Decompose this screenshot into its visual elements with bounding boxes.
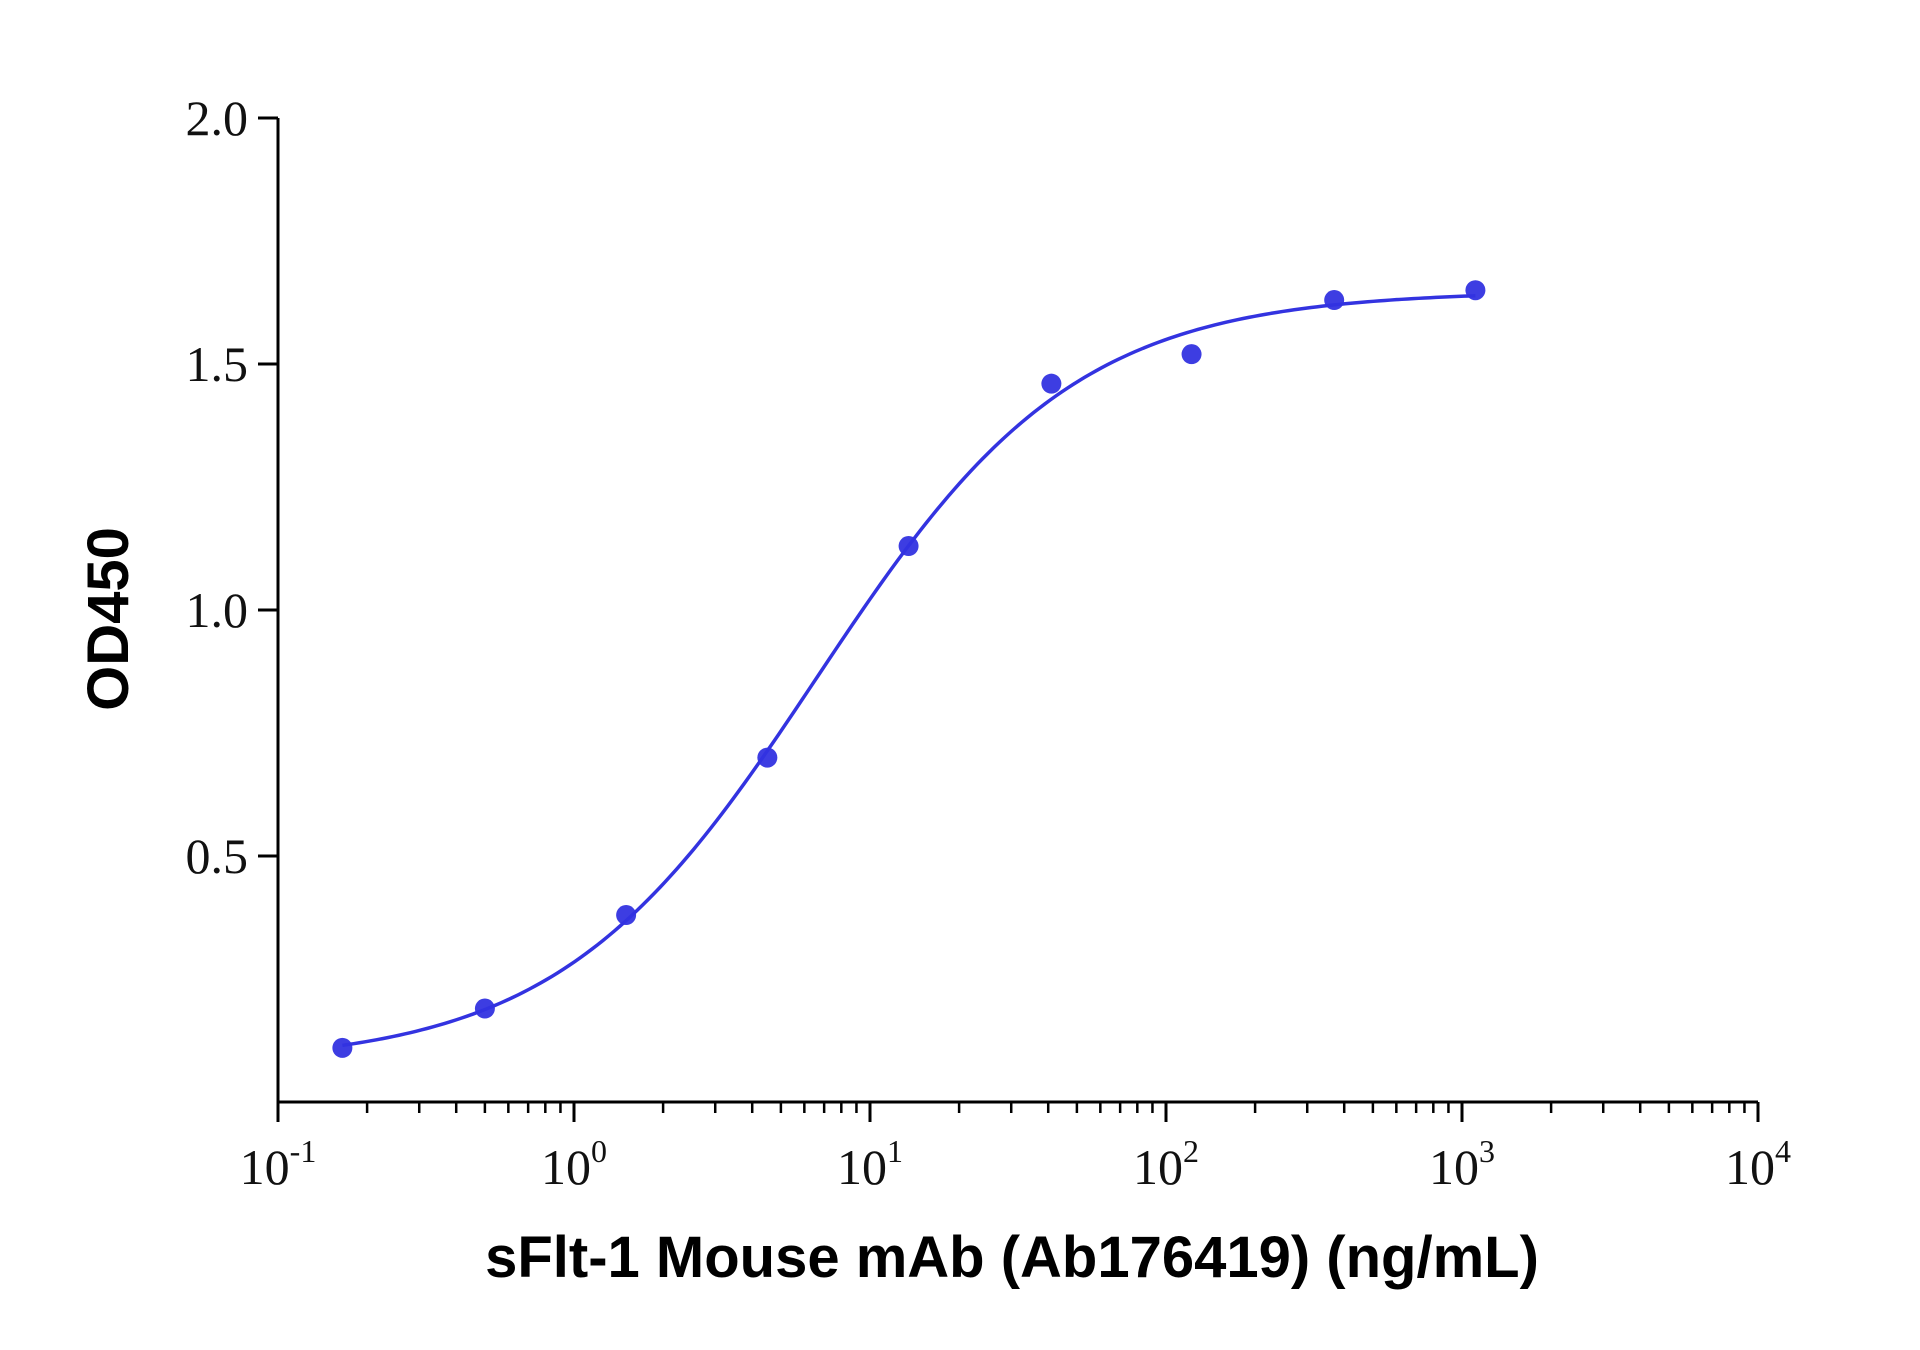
fit-curve-layer	[342, 294, 1476, 1048]
x-tick-label-base: 10	[837, 1139, 887, 1195]
y-axis-title: OD450	[76, 527, 141, 711]
x-tick-label-exponent: 3	[1479, 1133, 1495, 1169]
x-tick-label-exponent: -1	[290, 1133, 317, 1169]
x-axis-title: sFlt-1 Mouse mAb (Ab176419) (ng/mL)	[485, 1225, 1539, 1290]
data-point-0	[332, 1037, 353, 1058]
x-tick-label-2: 101	[837, 1133, 903, 1195]
x-tick-label-base: 10	[1133, 1139, 1183, 1195]
data-point-2	[616, 905, 637, 926]
x-tick-label-3: 102	[1133, 1133, 1199, 1195]
x-tick-label-base: 10	[1725, 1139, 1775, 1195]
data-point-1	[474, 998, 495, 1019]
x-tick-label-base: 10	[240, 1139, 290, 1195]
data-point-8	[1465, 280, 1486, 301]
data-point-4	[898, 536, 919, 557]
axes: 0.51.01.52.010-1 100 101 102 103 104	[186, 90, 1792, 1195]
data-point-6	[1181, 344, 1202, 365]
data-point-3	[757, 747, 778, 768]
y-tick-label-3: 2.0	[186, 90, 249, 146]
y-tick-label-1: 1.0	[186, 582, 249, 638]
x-tick-label-0: 10-1	[240, 1133, 317, 1195]
data-point-7	[1324, 290, 1345, 311]
x-tick-label-base: 10	[1429, 1139, 1479, 1195]
x-tick-label-exponent: 4	[1775, 1133, 1791, 1169]
data-points-layer	[332, 280, 1486, 1058]
x-tick-label-exponent: 0	[591, 1133, 607, 1169]
x-tick-label-1: 100	[541, 1133, 607, 1195]
x-tick-label-exponent: 1	[887, 1133, 903, 1169]
x-tick-label-5: 104	[1725, 1133, 1791, 1195]
data-point-5	[1041, 373, 1062, 394]
fit-curve	[342, 294, 1476, 1048]
x-tick-label-exponent: 2	[1183, 1133, 1199, 1169]
y-tick-label-2: 1.5	[186, 336, 249, 392]
x-tick-label-base: 10	[541, 1139, 591, 1195]
y-tick-label-0: 0.5	[186, 828, 249, 884]
x-tick-label-4: 103	[1429, 1133, 1495, 1195]
